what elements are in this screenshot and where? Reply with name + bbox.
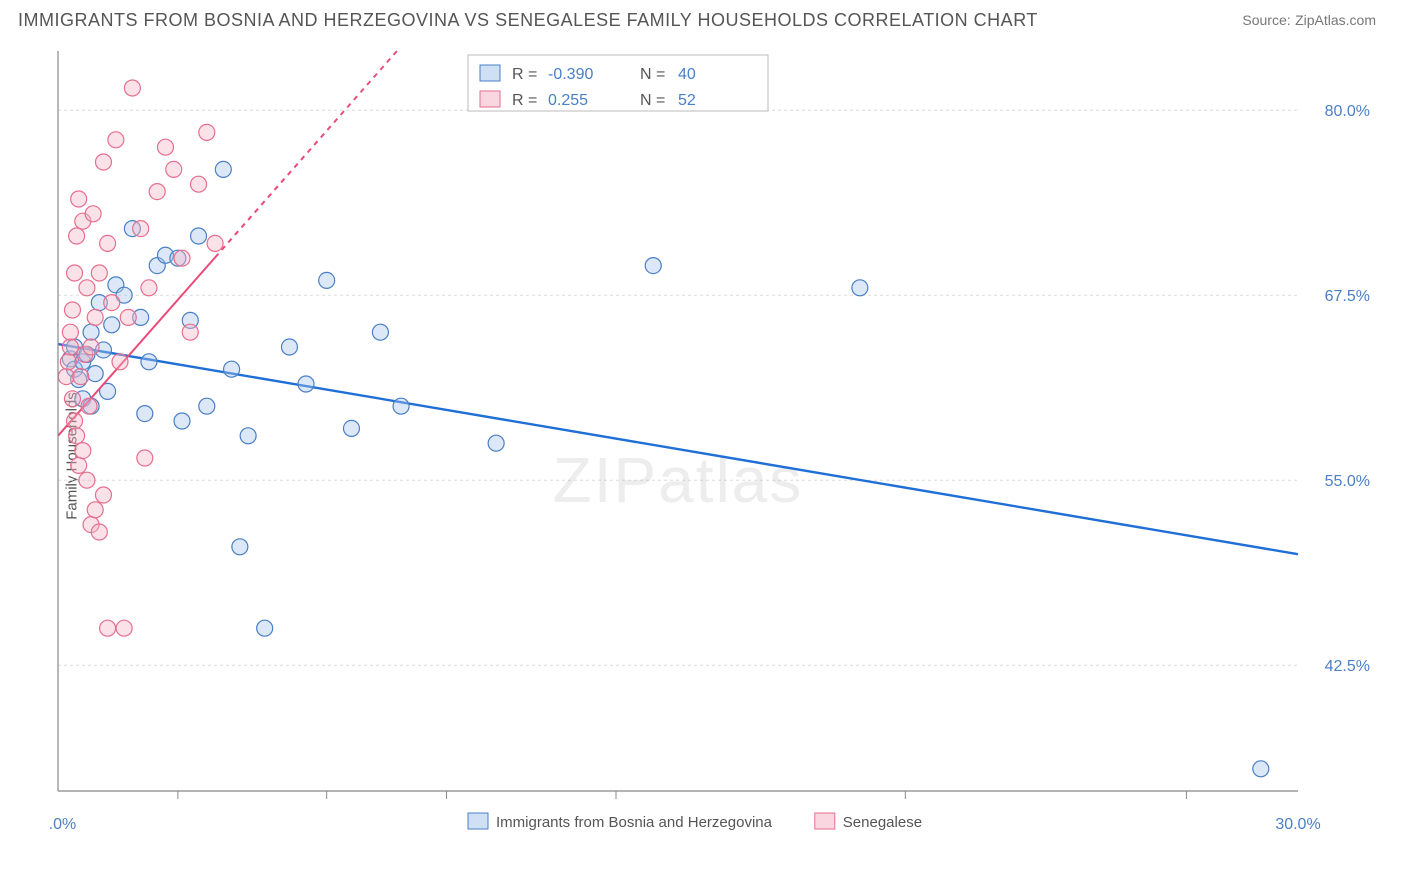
scatter-point	[157, 139, 173, 155]
bottom-legend-swatch	[468, 813, 488, 829]
scatter-point	[174, 413, 190, 429]
legend-r-value: -0.390	[548, 66, 593, 83]
scatter-point	[104, 317, 120, 333]
scatter-point	[645, 258, 661, 274]
scatter-point	[69, 228, 85, 244]
scatter-point	[108, 132, 124, 148]
scatter-point	[69, 428, 85, 444]
chart-container: Family Households 42.5%55.0%67.5%80.0%ZI…	[0, 31, 1406, 881]
watermark: ZIPatlas	[553, 444, 804, 516]
scatter-point	[62, 339, 78, 355]
y-tick-label: 55.0%	[1325, 473, 1370, 490]
legend-r-value: 0.255	[548, 92, 588, 109]
scatter-point	[95, 487, 111, 503]
scatter-point	[95, 154, 111, 170]
x-tick-label: 0.0%	[48, 816, 76, 831]
scatter-point	[104, 295, 120, 311]
legend-n-value: 40	[678, 66, 696, 83]
scatter-point	[87, 502, 103, 518]
scatter-point	[343, 420, 359, 436]
legend-n-value: 52	[678, 92, 696, 109]
scatter-point	[67, 265, 83, 281]
scatter-point	[207, 235, 223, 251]
scatter-point	[79, 472, 95, 488]
scatter-point	[83, 324, 99, 340]
scatter-point	[166, 161, 182, 177]
scatter-point	[232, 539, 248, 555]
scatter-point	[83, 339, 99, 355]
scatter-point	[281, 339, 297, 355]
scatter-point	[224, 361, 240, 377]
bottom-legend-label: Senegalese	[843, 814, 922, 831]
scatter-point	[174, 250, 190, 266]
scatter-point	[149, 184, 165, 200]
scatter-point	[58, 369, 74, 385]
scatter-point	[191, 228, 207, 244]
scatter-point	[393, 398, 409, 414]
legend-n-label: N =	[640, 92, 665, 109]
scatter-point	[87, 366, 103, 382]
scatter-point	[71, 191, 87, 207]
scatter-point	[240, 428, 256, 444]
bottom-legend-label: Immigrants from Bosnia and Herzegovina	[496, 814, 773, 831]
chart-title: IMMIGRANTS FROM BOSNIA AND HERZEGOVINA V…	[18, 10, 1038, 31]
scatter-point	[372, 324, 388, 340]
source-credit: Source: ZipAtlas.com	[1242, 12, 1376, 30]
scatter-point	[67, 413, 83, 429]
source-name: ZipAtlas.com	[1295, 12, 1376, 28]
scatter-point	[199, 398, 215, 414]
legend-r-label: R =	[512, 66, 537, 83]
scatter-point	[182, 324, 198, 340]
scatter-point	[85, 206, 101, 222]
scatter-point	[488, 435, 504, 451]
scatter-point	[199, 124, 215, 140]
source-label: Source:	[1242, 12, 1290, 28]
scatter-point	[298, 376, 314, 392]
scatter-point	[191, 176, 207, 192]
scatter-point	[100, 620, 116, 636]
scatter-point	[852, 280, 868, 296]
y-tick-label: 80.0%	[1325, 103, 1370, 120]
scatter-point	[64, 302, 80, 318]
scatter-point	[81, 398, 97, 414]
correlation-scatter-chart: 42.5% 55.0% 67.5% 80.0% ZIPatlas 0.0% 30.0% R =…	[48, 31, 1388, 831]
scatter-point	[64, 391, 80, 407]
y-tick-label: 42.5%	[1325, 658, 1370, 675]
scatter-point	[116, 620, 132, 636]
scatter-point	[257, 620, 273, 636]
scatter-point	[133, 221, 149, 237]
scatter-point	[91, 524, 107, 540]
scatter-point	[120, 309, 136, 325]
legend-n-label: N =	[640, 66, 665, 83]
scatter-point	[137, 450, 153, 466]
scatter-point	[124, 80, 140, 96]
scatter-point	[137, 406, 153, 422]
scatter-point	[215, 161, 231, 177]
scatter-point	[62, 324, 78, 340]
scatter-point	[71, 457, 87, 473]
scatter-point	[141, 280, 157, 296]
scatter-point	[112, 354, 128, 370]
y-tick-label: 67.5%	[1325, 288, 1370, 305]
scatter-point	[87, 309, 103, 325]
regression-line-0	[58, 344, 1298, 554]
x-tick-label: 30.0%	[1275, 816, 1320, 831]
legend-swatch	[480, 91, 500, 107]
scatter-point	[319, 272, 335, 288]
regression-line-ext-1	[215, 51, 397, 257]
scatter-point	[73, 369, 89, 385]
scatter-point	[91, 265, 107, 281]
scatter-point	[75, 443, 91, 459]
scatter-point	[60, 354, 76, 370]
legend-swatch	[480, 65, 500, 81]
scatter-point	[1253, 761, 1269, 777]
scatter-point	[141, 354, 157, 370]
bottom-legend-swatch	[815, 813, 835, 829]
scatter-point	[79, 280, 95, 296]
legend-r-label: R =	[512, 92, 537, 109]
scatter-point	[100, 235, 116, 251]
